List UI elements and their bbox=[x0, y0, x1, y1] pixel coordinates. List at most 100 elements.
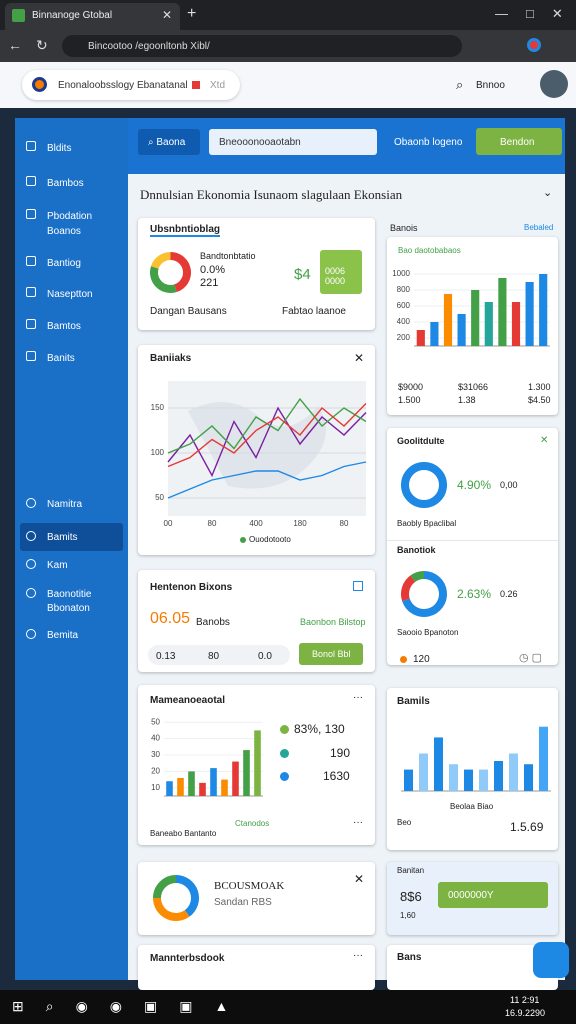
y-tick-label: 50 bbox=[155, 493, 164, 502]
toolbar-search[interactable] bbox=[209, 129, 377, 155]
caption: Saooio Bpanoton bbox=[397, 628, 459, 637]
sidebar-item: Namitra bbox=[47, 499, 83, 510]
menu[interactable]: ··· bbox=[353, 692, 363, 703]
stat: $31066 bbox=[458, 382, 489, 392]
chart-title: Bao daotobabaos bbox=[398, 246, 461, 255]
caption: Baobly Bpaclibal bbox=[397, 519, 457, 528]
bar bbox=[177, 777, 184, 796]
bar bbox=[419, 753, 428, 791]
site-search-text: Enonaloobsslogy Ebanatanal bbox=[58, 80, 188, 91]
subtitle: Bandtonbtatio bbox=[200, 251, 256, 261]
footer-value: 1.5.69 bbox=[510, 820, 544, 834]
line bbox=[167, 406, 367, 478]
legend: Ctanodos bbox=[235, 819, 270, 828]
search-flag bbox=[192, 81, 200, 89]
collapse[interactable]: ⌄ bbox=[543, 187, 553, 199]
sub-value: 1,60 bbox=[400, 911, 416, 920]
sidebar-icon bbox=[26, 588, 36, 598]
bar bbox=[404, 769, 413, 791]
user-label[interactable]: Bnnoo bbox=[476, 80, 505, 91]
card-title: Banitan bbox=[397, 866, 425, 875]
button[interactable] bbox=[299, 643, 363, 665]
percent: 2.63% bbox=[457, 587, 492, 601]
icon[interactable] bbox=[353, 581, 363, 591]
stat: 1630 bbox=[323, 769, 350, 783]
stat: 190 bbox=[330, 746, 351, 760]
close[interactable]: ✕ bbox=[354, 872, 365, 886]
sidebar-icon bbox=[26, 559, 36, 569]
divider bbox=[387, 540, 558, 541]
card-title: Mameanoeaotal bbox=[150, 695, 226, 706]
fab[interactable] bbox=[533, 942, 569, 978]
menu[interactable]: ··· bbox=[353, 950, 363, 961]
bar bbox=[457, 314, 466, 346]
bar bbox=[471, 290, 480, 346]
search-icon[interactable]: ⌕ bbox=[456, 77, 464, 92]
donut-segment bbox=[401, 462, 447, 508]
profile-icon[interactable] bbox=[527, 38, 541, 52]
toolbar-link[interactable]: Obaonb logeno bbox=[394, 137, 463, 148]
donut-segment bbox=[401, 575, 416, 602]
sidebar-item: Bamtos bbox=[47, 321, 81, 332]
donut-segment bbox=[402, 571, 447, 617]
site-logo bbox=[32, 77, 47, 92]
address-bar[interactable] bbox=[62, 35, 462, 57]
close[interactable]: ✕ bbox=[354, 351, 365, 365]
row-value: 80 bbox=[208, 651, 220, 662]
sidebar-item: Banits bbox=[47, 353, 75, 364]
sidebar-icon bbox=[26, 351, 36, 361]
sidebar-active bbox=[20, 523, 123, 551]
toolbar-action[interactable] bbox=[476, 128, 562, 155]
x-tick-label: 80 bbox=[340, 519, 349, 528]
close[interactable]: ✕ bbox=[540, 435, 549, 446]
taskbar-icons[interactable]: ⊞⌕◉◉▣▣▲ bbox=[12, 998, 251, 1014]
new-tab[interactable]: + bbox=[187, 5, 197, 22]
tab-icon bbox=[12, 9, 25, 22]
bar bbox=[498, 278, 507, 346]
sidebar-item: Naseptton bbox=[47, 289, 93, 300]
sidebar-icon bbox=[26, 256, 36, 266]
bar bbox=[449, 764, 458, 791]
tab[interactable] bbox=[5, 3, 180, 30]
card-title: Baniiaks bbox=[150, 353, 192, 364]
bar bbox=[479, 769, 488, 791]
site-search[interactable] bbox=[22, 70, 240, 100]
stat: 1.38 bbox=[458, 395, 476, 405]
tab-title: Binnanoge Gtobal bbox=[32, 10, 113, 21]
bar bbox=[254, 730, 261, 796]
footer: Beo bbox=[397, 818, 412, 827]
y-tick-label: 150 bbox=[151, 403, 165, 412]
sidebar-icon bbox=[26, 287, 36, 297]
donut-segment bbox=[151, 252, 171, 269]
stat: 83%, 130 bbox=[294, 722, 345, 736]
progress bbox=[438, 882, 548, 908]
y-tick-label: 600 bbox=[397, 301, 411, 310]
y-tick-label: 50 bbox=[151, 717, 160, 726]
value: 0,00 bbox=[500, 480, 518, 490]
section-link[interactable]: Bebaled bbox=[524, 223, 554, 232]
menu[interactable]: ··· bbox=[353, 817, 363, 828]
nav-buttons[interactable]: ←↻ bbox=[8, 37, 62, 53]
value-label: Banobs bbox=[196, 617, 230, 628]
percent: 4.90% bbox=[457, 478, 492, 492]
card-title: Bans bbox=[397, 952, 422, 963]
bar bbox=[166, 781, 173, 796]
bar bbox=[539, 726, 548, 791]
icons[interactable]: ◷ ▢ bbox=[519, 652, 543, 664]
sidebar-icon bbox=[26, 531, 36, 541]
avatar[interactable] bbox=[540, 70, 568, 98]
link[interactable]: Baonbon Bilstop bbox=[300, 617, 366, 627]
address-text: Bincootoo /egoonltonb Xibl/ bbox=[88, 41, 210, 52]
x-tick-label: 180 bbox=[293, 519, 307, 528]
bar bbox=[434, 737, 443, 791]
badge-text: 0006 0000 bbox=[325, 266, 346, 286]
footer: Dangan Bausans bbox=[150, 306, 227, 317]
tab-close[interactable]: ✕ bbox=[162, 8, 173, 22]
x-tick-label: 00 bbox=[164, 519, 173, 528]
toolbar-button[interactable] bbox=[138, 129, 200, 155]
y-tick-label: 30 bbox=[151, 750, 160, 759]
axis-label: Beolaa Biao bbox=[450, 802, 494, 811]
window-controls[interactable]: —□✕ bbox=[495, 6, 576, 21]
footer: Baneabo Bantanto bbox=[150, 829, 217, 838]
toolbar-search-text: Bneooonooaotabn bbox=[219, 137, 301, 148]
